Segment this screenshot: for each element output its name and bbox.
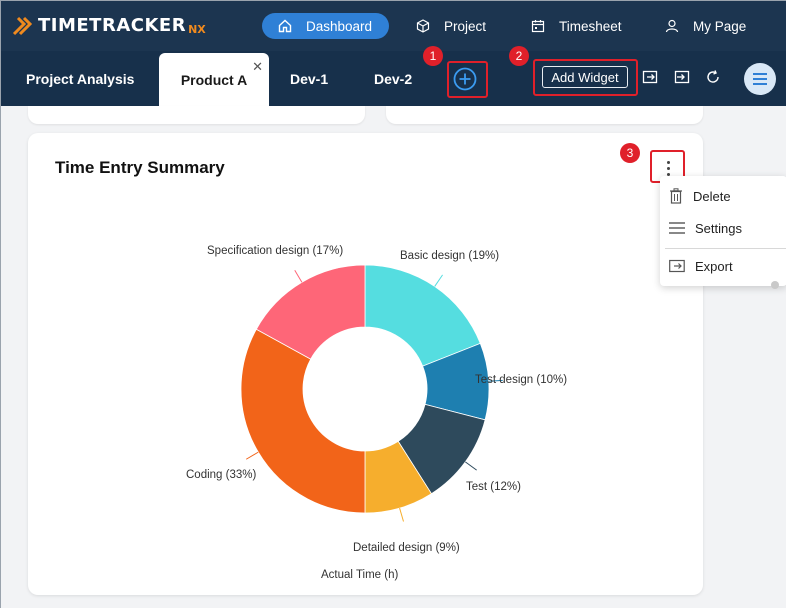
cube-icon [416, 19, 430, 33]
callout-badge-3: 3 [620, 143, 640, 163]
slice-leader-line [488, 379, 503, 382]
calendar-icon [531, 20, 545, 33]
menu-item-export[interactable]: Export [660, 251, 786, 281]
close-icon[interactable]: ✕ [252, 59, 263, 74]
tab-dev-1[interactable]: Dev-1 [290, 51, 328, 106]
widget-title: Time Entry Summary [55, 158, 225, 177]
donut-slice-coding[interactable] [240, 328, 366, 514]
menu-item-settings[interactable]: Settings [660, 213, 786, 243]
donut-slice-specification-design[interactable] [255, 264, 366, 360]
callout-badge-2: 2 [509, 46, 529, 66]
slice-data-label: Coding (33%) [186, 469, 256, 481]
nav-project[interactable]: Project [416, 13, 486, 39]
top-navigation-bar: TIMETRACKER NX Dashboard Project Timeshe… [1, 1, 786, 51]
tab-label: Dev-1 [290, 70, 329, 87]
hamburger-menu-icon [753, 73, 767, 85]
kebab-dot-icon [666, 166, 670, 170]
slice-data-label: Basic design (19%) [400, 250, 499, 262]
nav-timesheet[interactable]: Timesheet [531, 13, 622, 39]
slice-data-label: Test design (10%) [475, 374, 567, 386]
nav-mypage[interactable]: My Page [665, 13, 746, 39]
chart-x-axis-title: Actual Time (h) [321, 569, 399, 581]
brand-name: TIMETRACKER [38, 14, 187, 36]
main-menu-button[interactable] [744, 63, 776, 95]
kebab-dot-icon [666, 160, 670, 164]
widget-more-button[interactable] [660, 158, 676, 178]
kebab-dot-icon [666, 172, 670, 176]
nav-project-label: Project [444, 18, 487, 34]
brand-logo[interactable]: TIMETRACKER NX [10, 12, 206, 38]
nav-mypage-label: My Page [693, 18, 747, 34]
export-icon [669, 259, 685, 273]
highlight-box-2 [533, 59, 638, 96]
home-icon [278, 19, 292, 33]
tab-label: Dev-2 [374, 70, 413, 87]
export-icon[interactable] [642, 69, 658, 85]
menu-divider [665, 248, 786, 249]
highlight-box-1 [447, 61, 488, 98]
add-widget-button[interactable]: Add Widget [542, 66, 628, 88]
menu-item-label: Settings [695, 220, 742, 236]
tab-label: Project Analysis [26, 70, 135, 87]
slice-leader-line [294, 269, 303, 283]
refresh-icon[interactable] [705, 69, 721, 85]
widget-card-above-left [28, 106, 365, 124]
slice-data-label: Specification design (17%) [207, 245, 343, 257]
plus-circle-icon[interactable] [453, 67, 477, 91]
slice-leader-line [399, 507, 404, 522]
user-icon [665, 19, 679, 33]
widget-menu-dropdown: Delete Settings Export [660, 176, 786, 286]
nav-timesheet-label: Timesheet [559, 18, 622, 34]
widget-card [28, 133, 703, 595]
widget-card-above-right [386, 106, 703, 124]
slice-leader-line [245, 451, 259, 460]
menu-item-label: Delete [693, 188, 731, 204]
slice-leader-line [434, 274, 443, 287]
brand-suffix: NX [188, 22, 206, 36]
menu-item-label: Export [695, 258, 733, 274]
slice-data-label: Detailed design (9%) [353, 542, 460, 554]
import-icon[interactable] [674, 69, 690, 85]
tab-dev-2[interactable]: Dev-2 [374, 51, 412, 106]
nav-dashboard[interactable]: Dashboard [262, 13, 389, 39]
tab-label: Product A [180, 71, 248, 88]
slice-leader-line [465, 461, 477, 471]
trash-icon [670, 188, 682, 204]
menu-item-delete[interactable]: Delete [660, 181, 786, 211]
callout-badge-1: 1 [423, 46, 443, 66]
scroll-indicator [771, 281, 779, 289]
slice-data-label: Test (12%) [466, 481, 521, 493]
nav-dashboard-label: Dashboard [306, 18, 373, 34]
tab-product-a[interactable]: Product A ✕ [159, 53, 269, 106]
lines-icon [669, 222, 685, 234]
dashboard-tab-bar: Project Analysis Product A ✕ Dev-1 Dev-2 [1, 51, 786, 106]
logo-mark-icon [12, 16, 33, 36]
tab-project-analysis[interactable]: Project Analysis [26, 51, 134, 106]
